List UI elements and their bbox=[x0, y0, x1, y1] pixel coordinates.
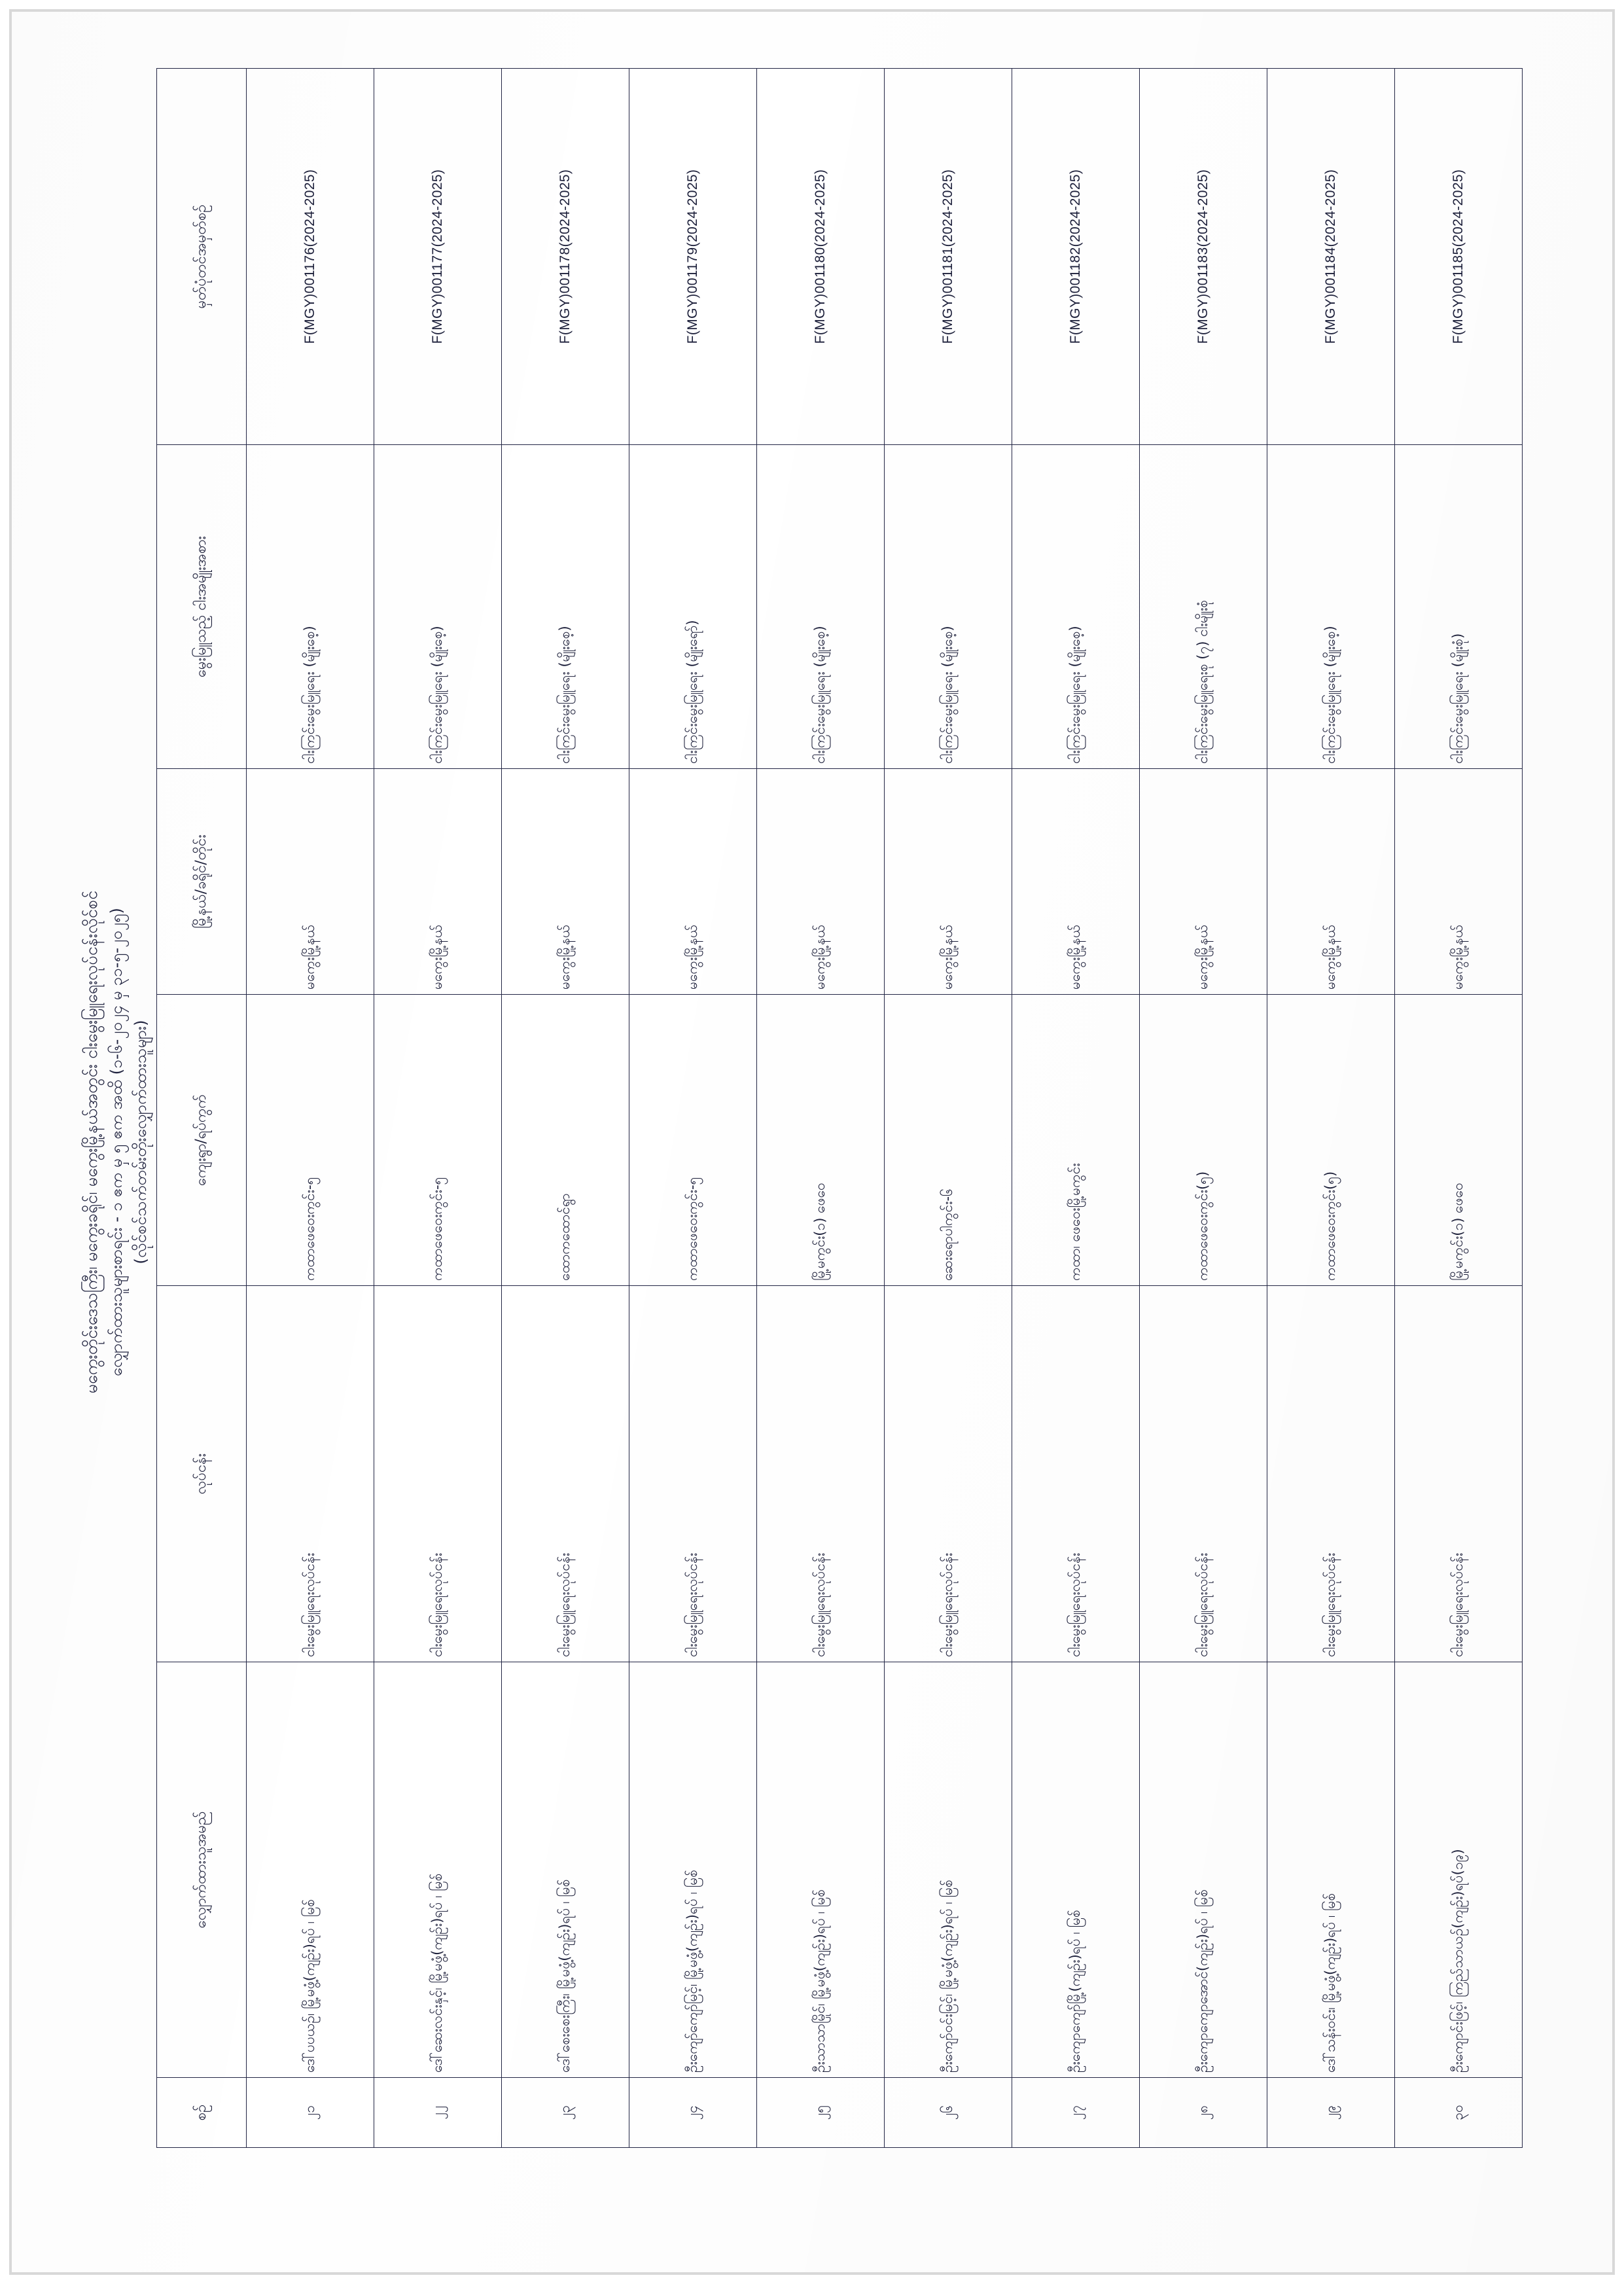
cell-fish-type: ငါးကြင်းမွေးမြူရေး (မျိုးစေ့) bbox=[1267, 444, 1395, 769]
cell-fish-type: ငါးကြင်းမွေးမြူရေးစု (၇) ငါးမျိုးစုံ bbox=[1139, 444, 1267, 769]
cell-fish-type: ငါးကြင်းမွေးမြူရေး (မျိုးစေ့) bbox=[1012, 444, 1140, 769]
cell-applicant-name: ဦးကျောကျော်မြို့(ကျဉ်း)ရပ် ၊ မြစ် bbox=[1012, 1662, 1140, 2078]
cell-registration-number: F(MGY)001183(2024-2025) bbox=[1139, 68, 1267, 445]
cell-business: ငါးမွေးမြူရေးလုပ်ငန်း bbox=[629, 1285, 757, 1662]
cell-fish-type: ငါးကြင်းမွေးမြူရေး (မျိုးစေ့) bbox=[374, 444, 502, 769]
cell-serial: ၃၀ bbox=[1394, 2077, 1523, 2148]
cell-business: ငါးမွေးမြူရေးလုပ်ငန်း bbox=[884, 1285, 1012, 1662]
cell-village: ကထာဖေဝေးကွင်း-၅ bbox=[374, 994, 502, 1286]
cell-serial: ၂၇ bbox=[1012, 2077, 1140, 2148]
cell-business: ငါးမွေးမြူရေးလုပ်ငန်း bbox=[1394, 1285, 1523, 1662]
cell-business: ငါးမွေးမြူရေးလုပ်ငန်း bbox=[756, 1285, 885, 1662]
cell-township: မကွေးမြို့နယ် bbox=[374, 768, 502, 995]
cell-village: ကထာဖေဝေးကွင်း-၅ bbox=[246, 994, 374, 1286]
cell-serial: ၂၅ bbox=[756, 2077, 885, 2148]
cell-applicant-name: ဒေါ်ပပယဉ်၊ မြို့မဖွံ့(ကျဉ်း)ရပ် ၊ မြစ် bbox=[246, 1662, 374, 2078]
cell-fish-type: ငါးကြင်းမွေးမြူရေး (မျိုးရော်) bbox=[629, 444, 757, 769]
cell-fish-type: ငါးကြင်းမွေးမြူရေး (မျိုးစေ့) bbox=[246, 444, 374, 769]
cell-serial: ၂၈ bbox=[1139, 2077, 1267, 2148]
cell-applicant-name: ဒေါ်သန်းဝင်း၊ မြို့မဖွံ့(ကျဉ်း)ရပ် ၊ မြစ… bbox=[1267, 1662, 1395, 2078]
table-row: ၂၂ ဒေါ်ဆေးလင်းနှင့်၊ မြို့မဖွံ့(ကျဉ်း)ရပ်… bbox=[374, 68, 502, 2148]
cell-registration-number: F(MGY)001182(2024-2025) bbox=[1012, 68, 1140, 445]
cell-registration-number: F(MGY)001178(2024-2025) bbox=[501, 68, 629, 445]
cell-fish-type: ငါးကြင်းမွေးမြူရေး (မျိုးစေ့) bbox=[884, 444, 1012, 769]
table-row: ၂၁ ဒေါ်ပပယဉ်၊ မြို့မဖွံ့(ကျဉ်း)ရပ် ၊ မြစ်… bbox=[246, 68, 374, 2148]
col-header-business: လုပ်ငန်း bbox=[156, 1285, 247, 1662]
cell-business: ငါးမွေးမြူရေးလုပ်ငန်း bbox=[1267, 1285, 1395, 1662]
table-body: ၂၁ ဒေါ်ပပယဉ်၊ မြို့မဖွံ့(ကျဉ်း)ရပ် ၊ မြစ်… bbox=[246, 68, 1523, 2148]
title-line-2: လျှောက်ထားသူများစာရင်း - ၁ ဧက မှ ၅ ဧက အထ… bbox=[107, 907, 126, 1377]
cell-applicant-name: ဦးကျောင်းဖြင့်၊ ကြည်သာယဉ်(ကျဉ်း)ရပ်(၁၉) bbox=[1394, 1662, 1523, 2078]
cell-fish-type: ငါးကြင်းမွေးမြူရေး (မျိုးစေ့) bbox=[756, 444, 885, 769]
cell-serial: ၂၃ bbox=[501, 2077, 629, 2148]
cell-applicant-name: ဦးကျော်ကျော်မြင့်၊ မြို့မဖွံ့(ကျဉ်း)ရပ် … bbox=[629, 1662, 757, 2078]
cell-registration-number: F(MGY)001177(2024-2025) bbox=[374, 68, 502, 445]
cell-township: မကွေးမြို့နယ် bbox=[246, 768, 374, 995]
col-header-fish-type: မွေးမြူသည့် ငါးအမျိုးအစား bbox=[156, 444, 247, 769]
table-row: ၂၆ ဦးကျော်ဝင်းမြင့်၊ မြို့မဖွံ့(ကျဉ်း)ရပ်… bbox=[884, 68, 1012, 2148]
col-header-serial: စဉ် bbox=[156, 2077, 247, 2148]
document-sheet: မကွေးတိုင်းဒေသကြီး၊ မကွေးခရိုင်၊ မကွေးမြ… bbox=[79, 59, 1545, 2225]
scan-edge-left bbox=[0, 0, 7, 2284]
cell-village: ထောကထောင်ရွာ bbox=[501, 994, 629, 1286]
cell-township: မကွေးမြို့နယ် bbox=[501, 768, 629, 995]
cell-applicant-name: ဒေါ်ဆေးလင်းနှင့်၊ မြို့မဖွံ့(ကျဉ်း)ရပ် ၊… bbox=[374, 1662, 502, 2078]
cell-village: မြို့မကွင်း(၁) ဖေဝေ bbox=[1394, 994, 1523, 1286]
cell-village: ကထာဖေဝေးကွင်း(၅) bbox=[1139, 994, 1267, 1286]
cell-village: ကထာ၊ ဖေဝေးမြို့မကွင်း bbox=[1012, 994, 1140, 1286]
table-header: စဉ် လျှောက်ထားသူအမည် လုပ်ငန်း ကျေးရွာ/ရပ… bbox=[156, 68, 247, 2148]
cell-township: မကွေးမြို့နယ် bbox=[756, 768, 885, 995]
cell-fish-type: ငါးကြင်းမွေးမြူရေး (မျိုးစေ့) bbox=[501, 444, 629, 769]
cell-serial: ၂၁ bbox=[246, 2077, 374, 2148]
table-row: ၂၈ ဦးကျောကျောအောင်(ကျဉ်း)ရပ် ၊ မြစ် ငါးမွေ… bbox=[1139, 68, 1267, 2148]
cell-village: ကထာဖေဝေးကွင်း(၅) bbox=[1267, 994, 1395, 1286]
cell-township: မကွေးမြို့နယ် bbox=[1139, 768, 1267, 995]
title-line-3: (လိုင်စင်သက်တမ်းတိုးလျှောက်ထားသူများ) bbox=[131, 1020, 150, 1264]
cell-village: ကထာဖေဝေးကွင်း-၅ bbox=[629, 994, 757, 1286]
cell-serial: ၂၄ bbox=[629, 2077, 757, 2148]
col-header-village: ကျေးရွာ/ရပ်ကွက် bbox=[156, 994, 247, 1286]
table-row: ၂၅ ဦးသာသာမြိုင်၊ မြို့မဖွံ့(ကျဉ်း)ရပ် ၊ မ… bbox=[756, 68, 885, 2148]
cell-township: မကွေးမြို့နယ် bbox=[1012, 768, 1140, 995]
cell-township: မကွေးမြို့နယ် bbox=[1394, 768, 1523, 995]
col-header-registration-number: မှတ်ပုံတင်အမှတ်စဉ် bbox=[156, 68, 247, 445]
cell-business: ငါးမွေးမြူရေးလုပ်ငန်း bbox=[246, 1285, 374, 1662]
cell-business: ငါးမွေးမြူရေးလုပ်ငန်း bbox=[1139, 1285, 1267, 1662]
cell-village: မြို့မကွင်း(၁) ဖေဝေ bbox=[756, 994, 885, 1286]
cell-business: ငါးမွေးမြူရေးလုပ်ငန်း bbox=[374, 1285, 502, 1662]
cell-applicant-name: ဒေါ်စေးစေးကြီး၊ မြို့မဖွံ့(ကျဉ်း)ရပ် ၊ မ… bbox=[501, 1662, 629, 2078]
document-title-block: မကွေးတိုင်းဒေသကြီး၊ မကွေးခရိုင်၊ မကွေးမြ… bbox=[79, 59, 153, 2225]
table-row: ၂၄ ဦးကျော်ကျော်မြင့်၊ မြို့မဖွံ့(ကျဉ်း)ရပ… bbox=[629, 68, 757, 2148]
cell-business: ငါးမွေးမြူရေးလုပ်ငန်း bbox=[501, 1285, 629, 1662]
col-header-township: မြို့နယ်/ခရိုင်/တိုင်း bbox=[156, 768, 247, 995]
cell-village: ဆေးရောပါကွင်း-၆ bbox=[884, 994, 1012, 1286]
table-row: ၂၉ ဒေါ်သန်းဝင်း၊ မြို့မဖွံ့(ကျဉ်း)ရပ် ၊ မ… bbox=[1267, 68, 1395, 2148]
cell-township: မကွေးမြို့နယ် bbox=[884, 768, 1012, 995]
cell-registration-number: F(MGY)001184(2024-2025) bbox=[1267, 68, 1395, 445]
cell-applicant-name: ဦးသာသာမြိုင်၊ မြို့မဖွံ့(ကျဉ်း)ရပ် ၊ မြစ… bbox=[756, 1662, 885, 2078]
table-row: ၃၀ ဦးကျောင်းဖြင့်၊ ကြည်သာယဉ်(ကျဉ်း)ရပ်(၁၉… bbox=[1394, 68, 1523, 2148]
cell-fish-type: ငါးကြင်းမွေးမြူရေး (မျိုးစုံ) bbox=[1394, 444, 1523, 769]
cell-registration-number: F(MGY)001181(2024-2025) bbox=[884, 68, 1012, 445]
table-row: ၂၃ ဒေါ်စေးစေးကြီး၊ မြို့မဖွံ့(ကျဉ်း)ရပ် ၊… bbox=[501, 68, 629, 2148]
cell-applicant-name: ဦးကျော်ဝင်းမြင့်၊ မြို့မဖွံ့(ကျဉ်း)ရပ် ၊… bbox=[884, 1662, 1012, 2078]
col-header-applicant-name: လျှောက်ထားသူအမည် bbox=[156, 1662, 247, 2078]
cell-applicant-name: ဦးကျောကျောအောင်(ကျဉ်း)ရပ် ၊ မြစ် bbox=[1139, 1662, 1267, 2078]
cell-serial: ၂၆ bbox=[884, 2077, 1012, 2148]
cell-registration-number: F(MGY)001176(2024-2025) bbox=[246, 68, 374, 445]
registration-table: စဉ် လျှောက်ထားသူအမည် လုပ်ငန်း ကျေးရွာ/ရပ… bbox=[156, 68, 1523, 2148]
cell-township: မကွေးမြို့နယ် bbox=[629, 768, 757, 995]
cell-registration-number: F(MGY)001179(2024-2025) bbox=[629, 68, 757, 445]
table-row: ၂၇ ဦးကျောကျော်မြို့(ကျဉ်း)ရပ် ၊ မြစ် ငါးမွ… bbox=[1012, 68, 1140, 2148]
cell-serial: ၂၉ bbox=[1267, 2077, 1395, 2148]
cell-serial: ၂၂ bbox=[374, 2077, 502, 2148]
cell-registration-number: F(MGY)001180(2024-2025) bbox=[756, 68, 885, 445]
scan-edge-top bbox=[0, 0, 1624, 5]
cell-registration-number: F(MGY)001185(2024-2025) bbox=[1394, 68, 1523, 445]
table-header-row: စဉ် လျှောက်ထားသူအမည် လုပ်ငန်း ကျေးရွာ/ရပ… bbox=[156, 68, 247, 2148]
title-line-1: မကွေးတိုင်းဒေသကြီး၊ မကွေးခရိုင်၊ မကွေးမြ… bbox=[82, 890, 101, 1394]
cell-township: မကွေးမြို့နယ် bbox=[1267, 768, 1395, 995]
cell-business: ငါးမွေးမြူရေးလုပ်ငန်း bbox=[1012, 1285, 1140, 1662]
